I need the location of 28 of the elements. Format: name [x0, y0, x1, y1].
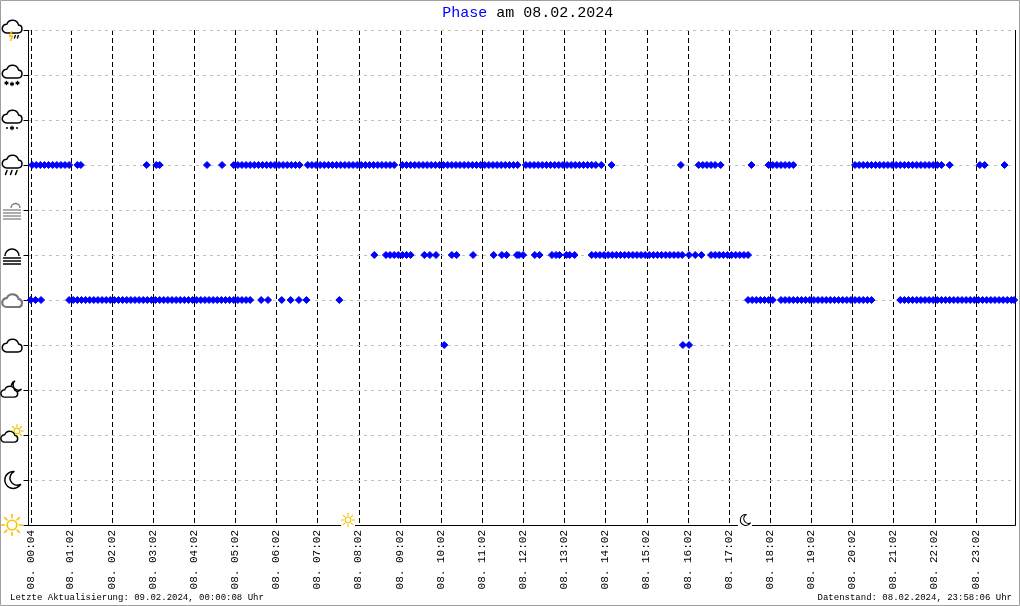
x-tick-label: 08. 04:02	[187, 530, 200, 590]
x-tick-label: 08. 20:02	[846, 530, 859, 590]
x-tick-label: 08. 10:02	[434, 530, 447, 590]
x-tick-label: 08. 17:02	[722, 530, 735, 590]
x-tick-label: 08. 12:02	[517, 530, 530, 590]
x-tick-label: 08. 16:02	[681, 530, 694, 590]
text: Phase	[442, 4, 488, 22]
x-tick-label: 08. 15:02	[640, 530, 653, 590]
x-tick-label: 08. 00:04	[24, 529, 37, 590]
x-tick-label: 08. 02:02	[105, 530, 118, 590]
x-tick-label: 08. 23:02	[969, 530, 982, 590]
x-tick-label: 08. 18:02	[763, 530, 776, 590]
x-tick-label: 08. 07:02	[311, 530, 324, 590]
x-tick-label: 08. 21:02	[887, 530, 900, 590]
chart-title: am 08.02.2024	[496, 4, 614, 22]
text: Datenstand: 08.02.2024, 23:58:06 Uhr	[817, 593, 1012, 604]
x-tick-label: 08. 14:02	[599, 530, 612, 590]
x-tick-label: 08. 22:02	[928, 530, 941, 590]
x-tick-label: 08. 05:02	[229, 530, 242, 590]
x-tick-label: 08. 01:02	[64, 530, 77, 590]
x-tick-label: 08. 09:02	[393, 530, 406, 590]
x-tick-label: 08. 11:02	[475, 530, 488, 590]
x-tick-label: 08. 19:02	[805, 530, 818, 590]
x-tick-label: 08. 13:02	[558, 530, 571, 590]
x-tick-label: 08. 08:02	[352, 530, 365, 590]
x-tick-label: 08. 06:02	[270, 530, 283, 590]
x-tick-label: 08. 03:02	[146, 530, 159, 590]
text: Letzte Aktualisierung: 09.02.2024, 00:00:08 Uhr	[10, 593, 264, 604]
